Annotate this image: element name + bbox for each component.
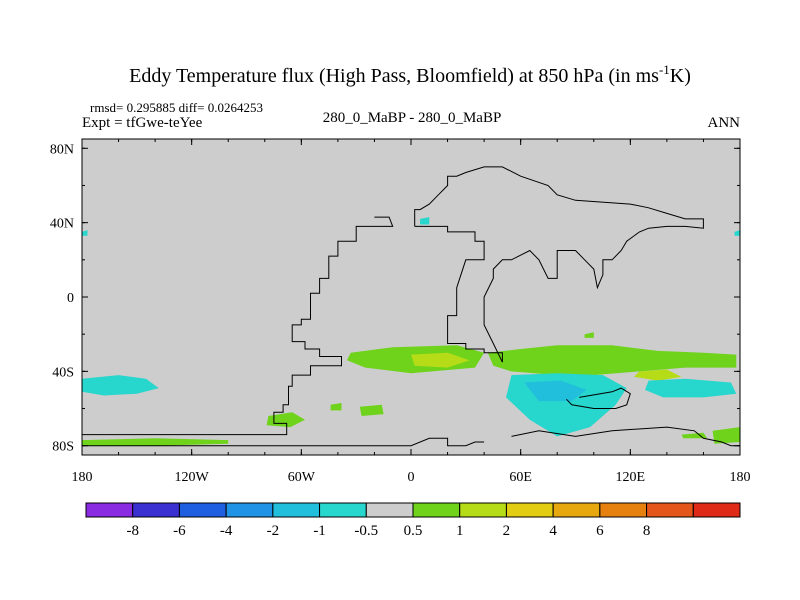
y-tick-label: 40N: [50, 217, 74, 232]
colorbar-label: 8: [643, 523, 651, 539]
contour-region-pos_2: [411, 352, 470, 368]
colorbar-swatch: [85, 502, 134, 518]
colorbar-swatch: [646, 502, 694, 518]
experiment-label: Expt = tfGwe-teYee: [82, 115, 203, 131]
x-tick-label: 180: [730, 470, 751, 485]
colorbar-swatch: [272, 502, 321, 518]
contour-region-pos_1: [681, 432, 708, 439]
colorbar-label: -4: [220, 523, 233, 539]
contour-region-pos_1: [487, 345, 737, 376]
contour-region-neg_0.5: [734, 230, 740, 236]
y-axis: 80N 40N 0 40S 80S: [50, 142, 740, 455]
contour-region-neg_0.5: [645, 378, 737, 398]
comparison-label: 280_0_MaBP - 280_0_MaBP: [323, 110, 502, 126]
x-axis: 180 120W 60W 0 60E 120E 180: [72, 139, 751, 485]
colorbar: -8 -6 -4 -2 -1 -0.5 0.5 1 2 4 6 8: [85, 502, 741, 539]
colorbar-label: 1: [456, 523, 464, 539]
coastlines: [81, 166, 740, 447]
colorbar-swatch: [552, 502, 601, 518]
x-tick-label: 180: [72, 470, 93, 485]
stats-label: rmsd= 0.295885 diff= 0.0264253: [90, 100, 263, 115]
colorbar-swatch: [132, 502, 180, 518]
x-tick-label: 120E: [616, 470, 646, 485]
x-tick-label: 0: [408, 470, 415, 485]
coastline-americas: [82, 216, 394, 436]
colorbar-label: -1: [313, 523, 326, 539]
colorbar-label: -6: [173, 523, 186, 539]
colorbar-swatch: [319, 502, 367, 518]
colorbar-label: -8: [126, 523, 139, 539]
colorbar-swatch: [412, 502, 461, 518]
contour-region-neg_0.5: [82, 230, 88, 236]
y-tick-label: 40S: [52, 365, 74, 380]
contour-region-pos_1: [712, 427, 740, 444]
colorbar-label: 0.5: [404, 523, 423, 539]
coastline-australia: [566, 387, 631, 409]
y-tick-label: 0: [67, 291, 74, 306]
x-tick-label: 60W: [288, 470, 316, 485]
colorbar-swatch: [365, 502, 414, 518]
colorbar-label: -0.5: [354, 523, 378, 539]
contour-region-neg_1: [524, 380, 587, 402]
contour-region-pos_1: [82, 438, 229, 446]
coastline-antarctica_west: [81, 434, 485, 447]
colorbar-swatch: [459, 502, 507, 518]
colorbar-label: 4: [549, 523, 557, 539]
coastline-antarctica_east: [511, 426, 740, 447]
colorbar-swatch: [692, 502, 741, 518]
colorbar-label: 2: [503, 523, 511, 539]
contour-regions: [82, 217, 740, 446]
map-panel: 180 120W 60W 0 60E 120E 180 80N 40N 0 40S 80S: [50, 138, 751, 485]
colorbar-swatch: [599, 502, 648, 518]
map-background: [82, 139, 740, 455]
x-tick-label: 60E: [509, 470, 532, 485]
contour-region-neg_0.5: [420, 217, 430, 225]
contour-region-neg_0.5: [82, 375, 159, 396]
coastline-west_africa_europe: [414, 225, 503, 363]
colorbar-swatch: [505, 502, 554, 518]
colorbar-swatch: [225, 502, 274, 518]
colorbar-swatch: [178, 502, 227, 518]
contour-region-pos_1: [359, 404, 384, 416]
colorbar-label: -2: [267, 523, 280, 539]
contour-region-pos_2: [634, 369, 682, 381]
x-tick-label: 120W: [175, 470, 210, 485]
y-tick-label: 80S: [52, 440, 74, 455]
y-tick-label: 80N: [50, 142, 74, 157]
season-label: ANN: [708, 115, 741, 131]
contour-region-pos_1: [584, 332, 594, 338]
contour-region-pos_1: [330, 403, 342, 411]
coastline-east_africa_eurasia: [414, 166, 704, 363]
chart-title: Eddy Temperature flux (High Pass, Bloomf…: [129, 62, 691, 87]
colorbar-label: 6: [596, 523, 604, 539]
